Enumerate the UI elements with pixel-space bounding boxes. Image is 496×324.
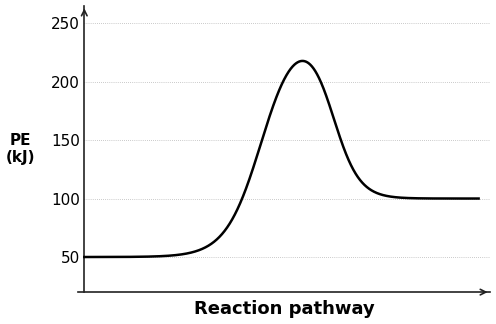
Y-axis label: PE
(kJ): PE (kJ) bbox=[6, 133, 35, 165]
X-axis label: Reaction pathway: Reaction pathway bbox=[194, 300, 375, 318]
